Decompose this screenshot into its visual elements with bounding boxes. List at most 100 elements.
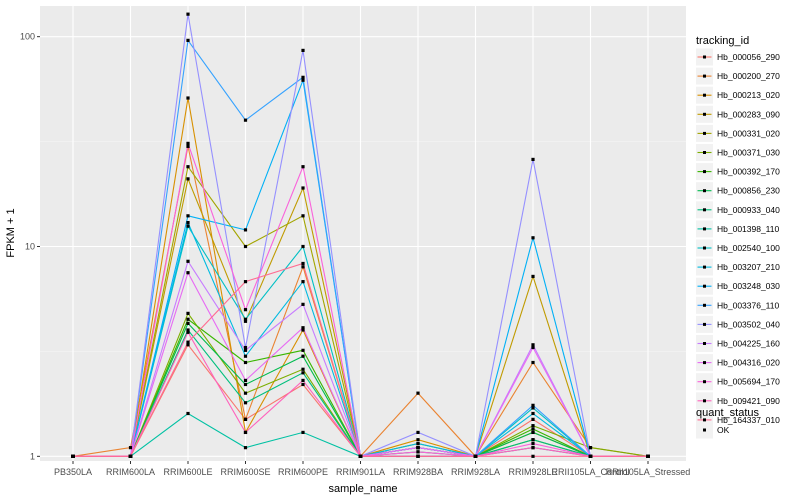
data-point	[186, 224, 190, 228]
y-tick-label: 1	[30, 451, 35, 461]
y-tick-label: 100	[20, 32, 35, 42]
legend-key-point	[703, 93, 706, 97]
data-point	[301, 48, 305, 53]
data-point	[186, 259, 190, 263]
legend: tracking_id Hb_000056_290 Hb_000200_270 Hb…	[696, 35, 780, 429]
data-point	[531, 417, 535, 421]
data-point	[416, 438, 420, 442]
legend-key-point	[703, 322, 706, 326]
data-point	[243, 280, 248, 284]
legend-label: Hb_004225_160	[717, 339, 780, 349]
data-point	[301, 348, 305, 352]
data-point	[301, 430, 305, 435]
data-point	[186, 165, 190, 169]
data-point	[301, 378, 305, 383]
data-point	[301, 280, 305, 284]
data-point	[243, 417, 248, 421]
data-point	[186, 343, 190, 347]
data-point	[531, 274, 535, 279]
data-point	[531, 411, 535, 416]
data-point	[301, 186, 305, 190]
data-point	[416, 391, 420, 395]
data-point	[301, 367, 305, 371]
data-point	[186, 311, 190, 315]
data-point	[186, 12, 190, 16]
legend-title: tracking_id	[696, 35, 749, 47]
data-point	[301, 265, 305, 269]
data-point	[416, 454, 420, 458]
data-point	[588, 446, 593, 450]
data-point	[531, 236, 535, 240]
legend-key-point	[703, 112, 706, 116]
data-point	[301, 326, 305, 330]
data-point	[71, 454, 75, 458]
x-tick-label: RRIM600SE	[220, 467, 270, 477]
data-point	[531, 157, 535, 162]
legend-label: Hb_003248_030	[717, 281, 780, 291]
legend-label: Hb_001398_110	[717, 224, 780, 234]
data-point	[301, 261, 305, 266]
data-point	[186, 96, 190, 100]
legend-label: Hb_000056_290	[717, 52, 780, 62]
data-point	[301, 165, 305, 169]
legend-label: Hb_009421_090	[717, 396, 780, 406]
legend-label: Hb_000371_030	[717, 148, 780, 158]
legend-label: Hb_000392_170	[717, 167, 780, 177]
x-tick-label: RRIM928BA	[393, 467, 443, 477]
x-axis-title: sample_name	[328, 483, 397, 495]
legend-key-point	[703, 151, 706, 154]
data-point	[186, 340, 190, 344]
data-point	[243, 446, 248, 450]
data-point	[531, 427, 535, 431]
data-point	[531, 360, 535, 365]
data-point	[588, 454, 593, 458]
data-point	[186, 144, 190, 148]
legend-key-point	[703, 189, 706, 193]
series-points	[71, 12, 650, 458]
legend-label: Hb_004316_020	[717, 358, 780, 368]
shape-legend-key-point	[703, 428, 706, 432]
data-point	[531, 441, 535, 446]
legend-key-point	[703, 246, 706, 250]
legend-key-point	[703, 399, 706, 403]
data-point	[243, 354, 248, 358]
y-axis-title: FPKM + 1	[5, 208, 17, 257]
data-point	[128, 446, 133, 450]
legend-key-point	[703, 342, 706, 345]
x-tick-label: RRIM600LA	[106, 467, 155, 477]
legend-key-point	[703, 380, 706, 384]
legend-key-point	[703, 208, 706, 212]
data-point	[301, 214, 305, 218]
legend-key-point	[703, 170, 706, 174]
data-point	[186, 271, 190, 275]
legend-key-point	[703, 418, 706, 422]
shape-legend: quant_status OK	[696, 407, 759, 439]
x-tick-label: RRIM928LA	[451, 467, 500, 477]
x-tick-label: RRII105LA_Stressed	[606, 467, 691, 477]
data-point	[531, 345, 535, 350]
legend-key-point	[703, 303, 706, 307]
legend-label: Hb_000283_090	[717, 109, 780, 119]
data-point	[186, 214, 190, 218]
data-point	[128, 454, 133, 458]
data-point	[186, 220, 190, 225]
y-axis: 1 10 100	[20, 32, 40, 461]
data-point	[531, 446, 535, 450]
legend-key-point	[703, 131, 706, 135]
data-point	[243, 244, 248, 249]
data-point	[243, 228, 248, 232]
data-point	[531, 454, 535, 458]
data-point	[646, 454, 650, 458]
data-point	[186, 411, 190, 416]
legend-key-point	[703, 74, 706, 78]
data-point	[531, 406, 535, 410]
shape-legend-title: quant_status	[696, 407, 759, 419]
legend-label: Hb_000331_020	[717, 128, 780, 138]
data-point	[301, 371, 305, 375]
legend-label: Hb_003207_210	[717, 262, 780, 272]
legend-key-point	[703, 227, 706, 231]
legend-label: Hb_003376_110	[717, 300, 780, 310]
legend-label: Hb_005694_170	[717, 377, 780, 387]
data-point	[243, 391, 248, 395]
legend-label: Hb_000213_020	[717, 90, 780, 100]
